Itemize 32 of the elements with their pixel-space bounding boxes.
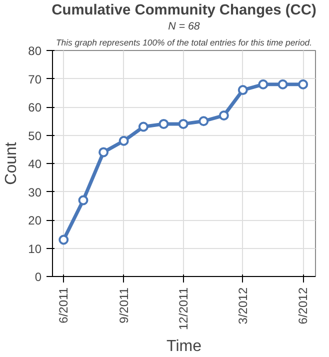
point: [178, 118, 188, 129]
point: [118, 136, 129, 146]
point: [138, 122, 148, 132]
point: [158, 118, 169, 129]
x-tick-label: 12/2011: [176, 287, 190, 330]
chart-title: Cumulative Community Changes (CC): [52, 2, 316, 18]
x-tick-label: 3/2012: [236, 287, 250, 324]
point: [258, 79, 268, 90]
y-tick-label: 50: [28, 128, 42, 143]
y-tick-label: 10: [28, 242, 42, 256]
y-tick-label: 30: [28, 185, 42, 200]
y-tick-label: 80: [28, 44, 42, 58]
point: [198, 116, 209, 126]
point: [238, 85, 248, 96]
chart-subtitle: N = 68: [168, 20, 200, 32]
y-tick-label: 70: [28, 72, 42, 86]
point: [78, 195, 88, 206]
x-tick-label: 6/2011: [56, 287, 71, 324]
point: [58, 234, 69, 245]
y-tick-label: 20: [28, 214, 42, 228]
point: [218, 110, 229, 120]
x-tick-label: 6/2012: [296, 287, 310, 324]
y-tick-label: 60: [28, 100, 42, 114]
y-axis-title: Count: [3, 142, 20, 185]
y-tick-label: 40: [28, 157, 42, 171]
point: [98, 147, 109, 158]
x-tick-label: 9/2011: [116, 287, 131, 324]
y-tick-label: 0: [34, 270, 42, 284]
point: [278, 79, 288, 90]
point: [298, 79, 308, 90]
text: This graph represents 100% of the total entries for this time period.: [56, 38, 312, 48]
x-axis-title: Time: [166, 338, 202, 355]
